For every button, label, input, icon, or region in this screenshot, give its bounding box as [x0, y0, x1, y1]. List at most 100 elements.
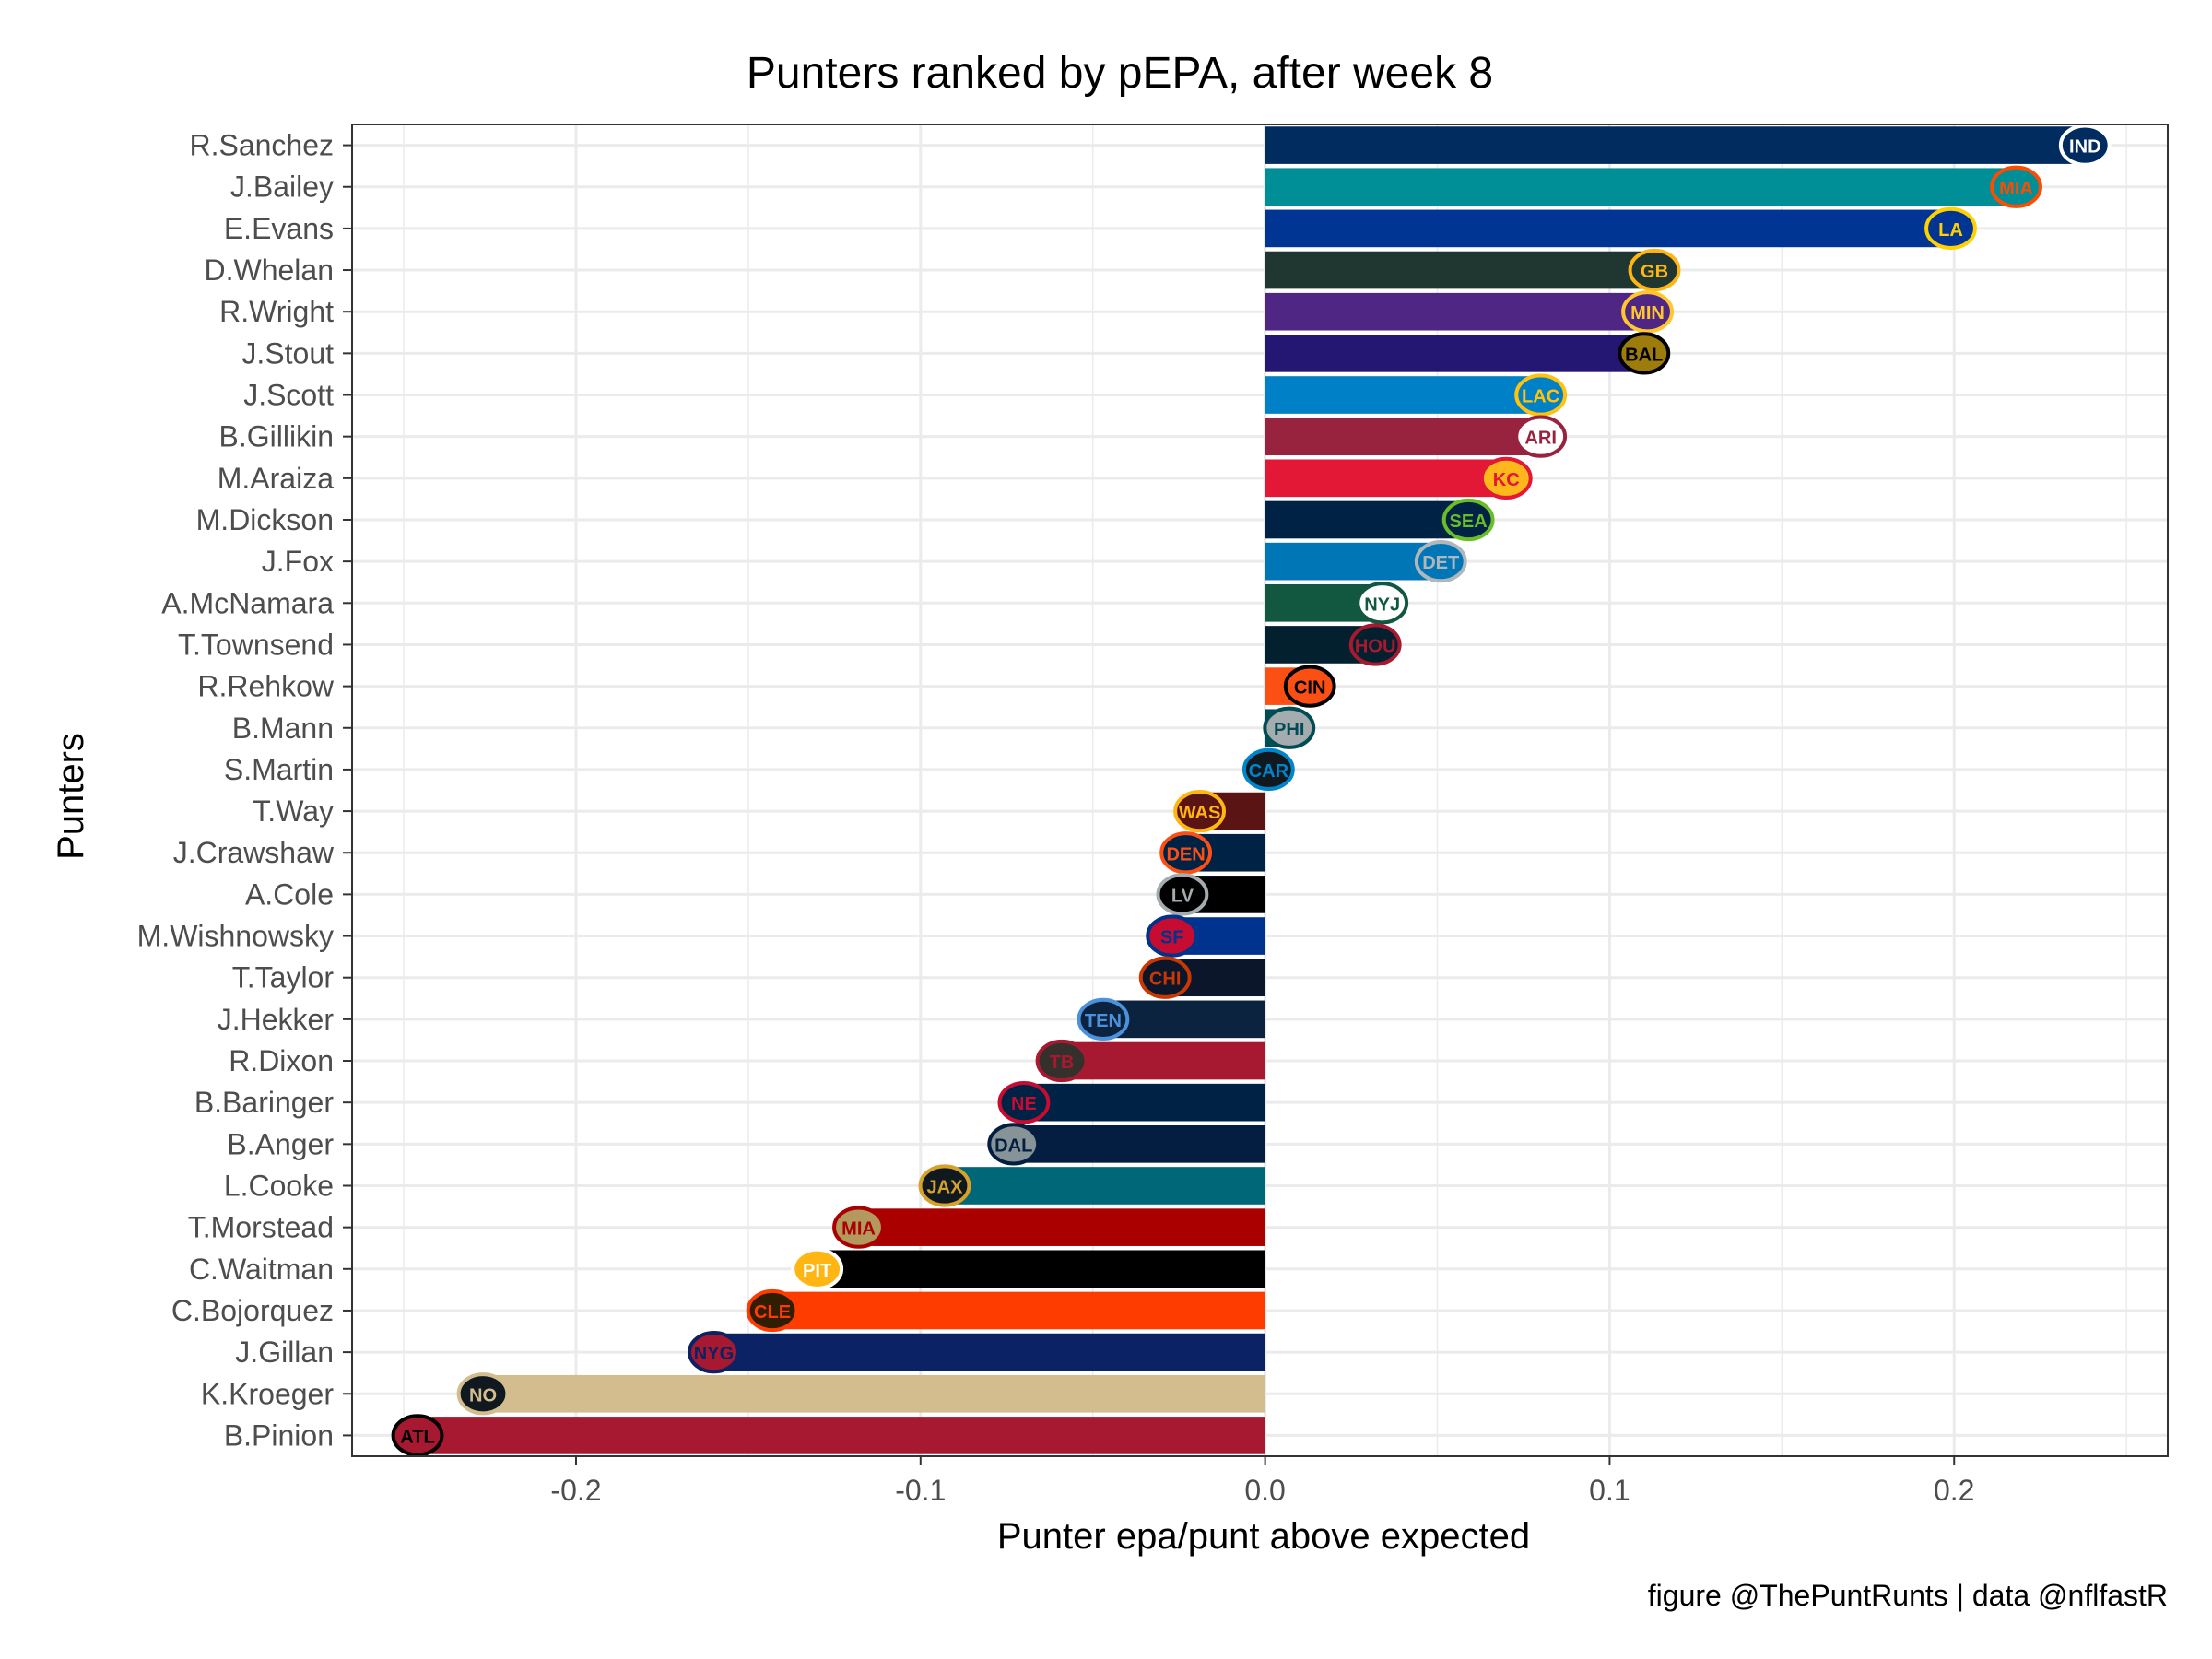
y-tick-label: J.Scott: [243, 379, 334, 412]
svg-text:ATL: ATL: [400, 1427, 435, 1447]
y-tick-label: D.Whelan: [205, 253, 335, 287]
team-logo-CAR-icon: CAR: [1241, 747, 1295, 792]
svg-text:MIA: MIA: [1999, 179, 2033, 199]
svg-text:TEN: TEN: [1085, 1011, 1122, 1031]
x-axis: -0.2 -0.1 0.0 0.1 0.2: [550, 1456, 1974, 1507]
chart-title: Punters ranked by pEPA, after week 8: [747, 49, 1493, 98]
y-tick-label: E.Evans: [224, 212, 334, 245]
y-tick-label: T.Townsend: [178, 628, 334, 661]
y-tick-label: J.Gillan: [235, 1335, 334, 1369]
svg-text:NYJ: NYJ: [1364, 594, 1400, 615]
svg-text:NE: NE: [1011, 1094, 1037, 1114]
y-tick-label: T.Way: [253, 794, 334, 828]
bar-B.Gillikin: [1265, 418, 1541, 455]
plot-border: [351, 124, 2169, 1457]
team-logo-SEA-icon: SEA: [1441, 498, 1495, 542]
team-logo-DET-icon: DET: [1414, 540, 1467, 583]
team-logo-PIT-icon: PIT: [791, 1247, 844, 1290]
x-tick-label: -0.2: [550, 1474, 601, 1507]
team-logo-NYJ-icon: NYJ: [1356, 582, 1409, 625]
x-tick-label: 0.0: [1244, 1474, 1285, 1507]
team-logos: IND MIA LA GB MIN BAL LAC ARI KC SEA DET NYJ HOU CIN P…: [391, 124, 2112, 1457]
team-logo-ATL-icon: ATL: [391, 1414, 444, 1457]
y-tick-label: M.Araiza: [218, 462, 334, 495]
svg-text:NYG: NYG: [694, 1344, 734, 1364]
y-tick-label: A.McNamara: [161, 586, 334, 619]
svg-text:TB: TB: [1050, 1053, 1075, 1073]
bar-J.Scott: [1265, 376, 1541, 414]
bar-E.Evans: [1265, 209, 1951, 248]
svg-text:CIN: CIN: [1294, 678, 1326, 699]
y-tick-label: C.Waitman: [189, 1253, 334, 1286]
y-tick-label: J.Hekker: [218, 1003, 335, 1036]
team-logo-HOU-icon: HOU: [1348, 623, 1402, 666]
svg-text:CHI: CHI: [1149, 970, 1182, 990]
team-logo-CLE-icon: CLE: [746, 1288, 799, 1333]
svg-text:DEN: DEN: [1166, 844, 1205, 865]
svg-text:LAC: LAC: [1522, 387, 1559, 407]
bar-M.Dickson: [1265, 500, 1469, 539]
x-tick-label: 0.1: [1589, 1474, 1630, 1507]
svg-text:MIA: MIA: [841, 1219, 876, 1240]
team-logo-DAL-icon: DAL: [987, 1123, 1041, 1166]
bar-R.Wright: [1265, 292, 1648, 331]
svg-text:SF: SF: [1160, 928, 1184, 948]
team-logo-IND-icon: IND: [2058, 124, 2112, 167]
team-logo-NYG-icon: NYG: [688, 1330, 740, 1374]
y-tick-label: R.Dixon: [229, 1044, 334, 1077]
y-tick-label: B.Baringer: [194, 1086, 335, 1119]
y-tick-label: B.Mann: [232, 712, 334, 745]
y-tick-label: C.Bojorquez: [171, 1294, 334, 1327]
y-tick-label: L.Cooke: [224, 1169, 334, 1202]
team-logo-NE-icon: NE: [997, 1081, 1051, 1124]
svg-text:JAX: JAX: [926, 1178, 963, 1198]
svg-text:CAR: CAR: [1249, 761, 1289, 782]
bar-J.Hekker: [1102, 1000, 1265, 1039]
bars: [418, 126, 2086, 1454]
y-tick-label: J.Crawshaw: [173, 836, 335, 869]
team-logo-JAX-icon: JAX: [918, 1164, 971, 1207]
bar-D.Whelan: [1265, 251, 1655, 289]
bar-J.Gillan: [713, 1333, 1265, 1371]
y-axis-title: Punters: [51, 733, 91, 860]
svg-text:HOU: HOU: [1355, 636, 1396, 656]
y-tick-label: A.Cole: [245, 877, 334, 911]
team-logo-TB-icon: TB: [1035, 1039, 1088, 1083]
team-logo-BAL-icon: BAL: [1618, 332, 1671, 375]
svg-text:PHI: PHI: [1274, 720, 1304, 740]
bar-J.Stout: [1265, 335, 1644, 372]
bar-K.Kroeger: [483, 1374, 1265, 1413]
bar-R.Sanchez: [1265, 126, 2086, 164]
y-tick-label: J.Fox: [262, 545, 334, 578]
x-tick-label: 0.2: [1934, 1474, 1974, 1507]
team-logo-CIN-icon: CIN: [1283, 665, 1336, 708]
bar-B.Baringer: [1023, 1083, 1265, 1122]
y-tick-label: B.Anger: [227, 1127, 334, 1160]
team-logo-DEN-icon: DEN: [1159, 831, 1213, 875]
bar-T.Morstead: [858, 1208, 1265, 1246]
y-tick-label: B.Gillikin: [219, 420, 334, 453]
svg-text:LV: LV: [1171, 886, 1194, 906]
svg-text:DAL: DAL: [994, 1135, 1032, 1156]
svg-text:NO: NO: [469, 1385, 497, 1406]
team-logo-LAC-icon: LAC: [1514, 373, 1568, 417]
y-tick-label: R.Rehkow: [197, 670, 335, 703]
bar-M.Araiza: [1265, 459, 1507, 498]
team-logo-WAS-icon: WAS: [1173, 789, 1226, 833]
svg-text:BAL: BAL: [1625, 345, 1663, 365]
team-logo-ARI-icon: ARI: [1514, 415, 1568, 458]
bar-C.Bojorquez: [772, 1291, 1265, 1330]
bar-R.Dixon: [1062, 1041, 1265, 1080]
svg-text:MIN: MIN: [1630, 303, 1665, 324]
y-tick-label: M.Dickson: [196, 503, 334, 536]
bar-L.Cooke: [944, 1167, 1265, 1205]
bar-J.Bailey: [1265, 168, 2017, 206]
team-logo-PHI-icon: PHI: [1263, 706, 1316, 749]
team-logo-SF-icon: SF: [1146, 914, 1199, 958]
team-logo-LV-icon: LV: [1156, 873, 1209, 916]
team-logo-GB-icon: GB: [1628, 248, 1681, 292]
y-tick-label: B.Pinion: [224, 1418, 334, 1452]
svg-text:PIT: PIT: [803, 1261, 832, 1281]
x-tick-label: -0.1: [895, 1474, 946, 1507]
